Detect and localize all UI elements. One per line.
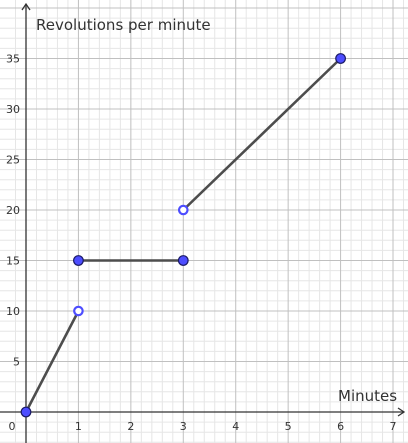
- closed-point: [335, 53, 346, 64]
- y-tick-label: 30: [6, 103, 20, 116]
- x-tick-label: 2: [127, 420, 134, 433]
- open-point: [177, 204, 189, 216]
- line-segments: [24, 57, 342, 414]
- closed-point: [20, 406, 32, 418]
- line-segment: [24, 309, 80, 414]
- closed-point: [73, 255, 84, 266]
- x-tick-label: 6: [337, 420, 344, 433]
- x-tick-label: 3: [180, 420, 187, 433]
- y-tick-label: 20: [6, 204, 20, 217]
- x-tick-label: 7: [390, 420, 397, 433]
- x-tick-label: 1: [75, 420, 82, 433]
- y-axis-title: Revolutions per minute: [36, 16, 211, 34]
- x-tick-label: 4: [232, 420, 239, 433]
- y-tick-label: 25: [6, 154, 20, 167]
- data-points: [20, 53, 346, 418]
- closed-point: [177, 255, 189, 266]
- y-tick-label: 10: [6, 305, 20, 318]
- open-point: [73, 305, 84, 317]
- x-axis-arrow: [397, 407, 406, 417]
- y-tick-label: 5: [13, 356, 20, 369]
- y-tick-label: 35: [6, 53, 20, 66]
- tick-labels: 0 1 2 3 4 5 6 7 5 10 15 20 25 30 35: [6, 53, 397, 434]
- x-tick-label: 0: [9, 420, 16, 433]
- line-segment: [181, 57, 342, 212]
- x-tick-label: 5: [285, 420, 292, 433]
- x-axis-title: Minutes: [338, 387, 397, 405]
- y-axis-arrow: [21, 2, 31, 11]
- y-tick-label: 15: [6, 255, 20, 268]
